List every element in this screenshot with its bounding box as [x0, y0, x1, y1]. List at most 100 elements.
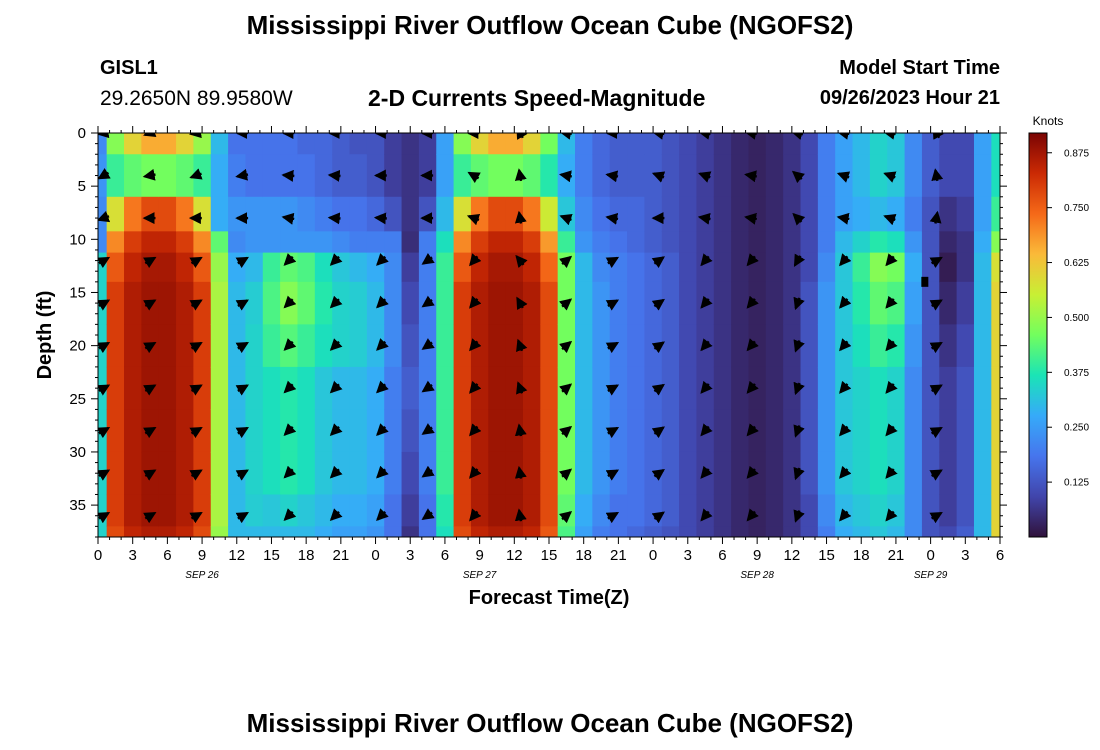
heatmap-cell [661, 494, 680, 527]
heatmap-cell [991, 196, 1000, 232]
current-arrow [744, 212, 758, 225]
heatmap-cell [904, 231, 923, 254]
current-arrow [467, 171, 481, 184]
heatmap-cell [661, 154, 680, 198]
heatmap-cell [366, 451, 385, 496]
heatmap-cell [817, 154, 836, 198]
heatmap-cell [488, 494, 507, 527]
heatmap-cell [314, 133, 333, 155]
current-arrow [605, 256, 620, 269]
heatmap-cell [765, 409, 784, 453]
x-tick-label: 9 [753, 547, 761, 564]
heatmap-cell [366, 366, 385, 411]
heatmap-cell [384, 366, 403, 411]
x-tick-label: 21 [888, 547, 905, 564]
current-arrow [605, 212, 619, 225]
heatmap-cell [921, 526, 940, 537]
heatmap-cell [436, 409, 455, 453]
heatmap-cell [869, 196, 888, 232]
heatmap-cell [921, 154, 940, 198]
heatmap-cell [991, 366, 1000, 411]
heatmap-cell [731, 231, 750, 254]
current-arrow [791, 170, 805, 184]
heatmap-cell [765, 366, 784, 411]
heatmap-cell [453, 231, 472, 254]
heatmap-cell [297, 324, 316, 368]
heatmap-cell [731, 196, 750, 232]
heatmap-cell [575, 281, 593, 325]
heatmap-cell [696, 133, 715, 155]
heatmap-cell [453, 196, 472, 232]
current-arrow [98, 426, 111, 439]
heatmap-cell [557, 526, 576, 537]
heatmap-cell [991, 409, 1000, 453]
heatmap-cell [470, 252, 489, 283]
heatmap-cell [696, 252, 715, 283]
heatmap-cell [488, 133, 507, 155]
heatmap-cell [627, 366, 646, 411]
heatmap-cell [366, 409, 385, 453]
heatmap-cell [679, 281, 698, 325]
heatmap-cell [887, 494, 906, 527]
current-arrow [189, 256, 203, 269]
heatmap-cell [210, 133, 229, 155]
heatmap-cell [262, 252, 281, 283]
heatmap-cell [349, 281, 368, 325]
current-arrow [98, 341, 111, 354]
current-arrow [376, 423, 389, 436]
current-arrow [651, 171, 666, 183]
current-arrow [746, 338, 759, 352]
heatmap-cell [817, 451, 836, 496]
heatmap-cell [869, 154, 888, 198]
heatmap-cell [297, 252, 316, 283]
heatmap-cell [332, 494, 351, 527]
current-arrow [885, 295, 898, 309]
heatmap-cell [800, 196, 819, 232]
heatmap-cell [627, 231, 646, 254]
heatmap-cell [557, 252, 576, 283]
heatmap-cell [124, 196, 142, 232]
heatmap-cell [627, 196, 646, 232]
heatmap-cell [661, 133, 680, 155]
heatmap-cell [800, 526, 819, 537]
current-arrow [376, 380, 389, 394]
x-tick-label: 18 [853, 547, 870, 564]
heatmap-cell [349, 252, 368, 283]
current-arrow [421, 423, 435, 435]
heatmap-cell [193, 231, 212, 254]
heatmap-cell [592, 324, 611, 368]
heatmap-cell [939, 231, 958, 254]
heatmap-cell [505, 366, 524, 411]
heatmap-cell [522, 154, 541, 198]
heatmap-cell [852, 133, 871, 155]
heatmap-cell [991, 133, 1000, 155]
heatmap-cell [488, 409, 507, 453]
current-arrow [885, 423, 898, 437]
heatmap-cell [401, 494, 420, 527]
heatmap-cell [609, 526, 628, 537]
current-arrow [746, 508, 759, 522]
heatmap-cell [436, 451, 455, 496]
current-arrow [235, 341, 249, 354]
current-arrow [283, 380, 297, 394]
current-arrow [466, 213, 481, 226]
heatmap-cell [210, 231, 229, 254]
current-arrow [929, 299, 943, 311]
heatmap-cell [488, 196, 507, 232]
current-arrow [329, 253, 343, 266]
heatmap-cell [817, 366, 836, 411]
heatmap-cell [869, 451, 888, 496]
heatmap-cell [210, 494, 229, 527]
x-tick-label: 0 [926, 547, 934, 564]
current-arrow [235, 299, 249, 311]
heatmap-cell [973, 154, 992, 198]
heatmap-cell [418, 494, 437, 527]
heatmap-cell [557, 196, 576, 232]
heatmap-cell [904, 526, 923, 537]
heatmap-cell [124, 154, 142, 198]
heatmap-cell [713, 451, 732, 496]
current-arrow [189, 299, 203, 311]
y-tick-label: 30 [69, 444, 86, 461]
heatmap-cell [158, 231, 177, 254]
current-arrow [885, 380, 898, 394]
